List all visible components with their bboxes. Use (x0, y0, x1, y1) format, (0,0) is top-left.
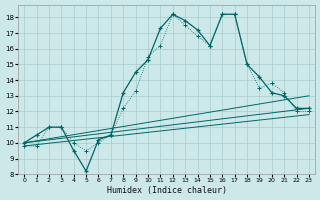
X-axis label: Humidex (Indice chaleur): Humidex (Indice chaleur) (107, 186, 227, 195)
